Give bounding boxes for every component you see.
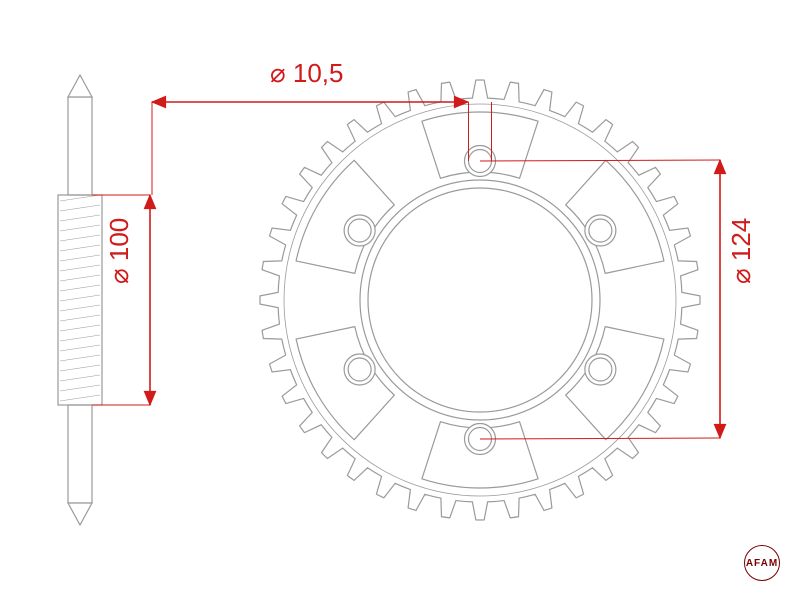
- drawing-stage: ⌀ 10,5 ⌀ 100 ⌀ 124 AFAM: [0, 0, 800, 605]
- dim-hub-bore-diameter: ⌀ 100: [104, 218, 135, 284]
- side-tooth-bottom: [68, 503, 92, 525]
- brand-logo-text: AFAM: [746, 558, 778, 569]
- sprocket-side-view: [58, 75, 102, 525]
- sprocket-face-view: [260, 80, 700, 520]
- dim-bolt-hole-diameter: ⌀ 10,5: [270, 58, 343, 89]
- hub-bore-circle: [368, 188, 592, 412]
- side-hub-step: [58, 195, 102, 405]
- bolt-hole-inner: [348, 219, 371, 242]
- bolt-hole-inner: [589, 219, 612, 242]
- dim-bolt-circle-diameter: ⌀ 124: [726, 218, 757, 284]
- bolt-hole-inner: [348, 358, 371, 381]
- side-tooth-top: [68, 75, 92, 97]
- technical-drawing-svg: [0, 0, 800, 605]
- brand-logo: AFAM: [744, 545, 780, 581]
- bolt-hole-inner: [589, 358, 612, 381]
